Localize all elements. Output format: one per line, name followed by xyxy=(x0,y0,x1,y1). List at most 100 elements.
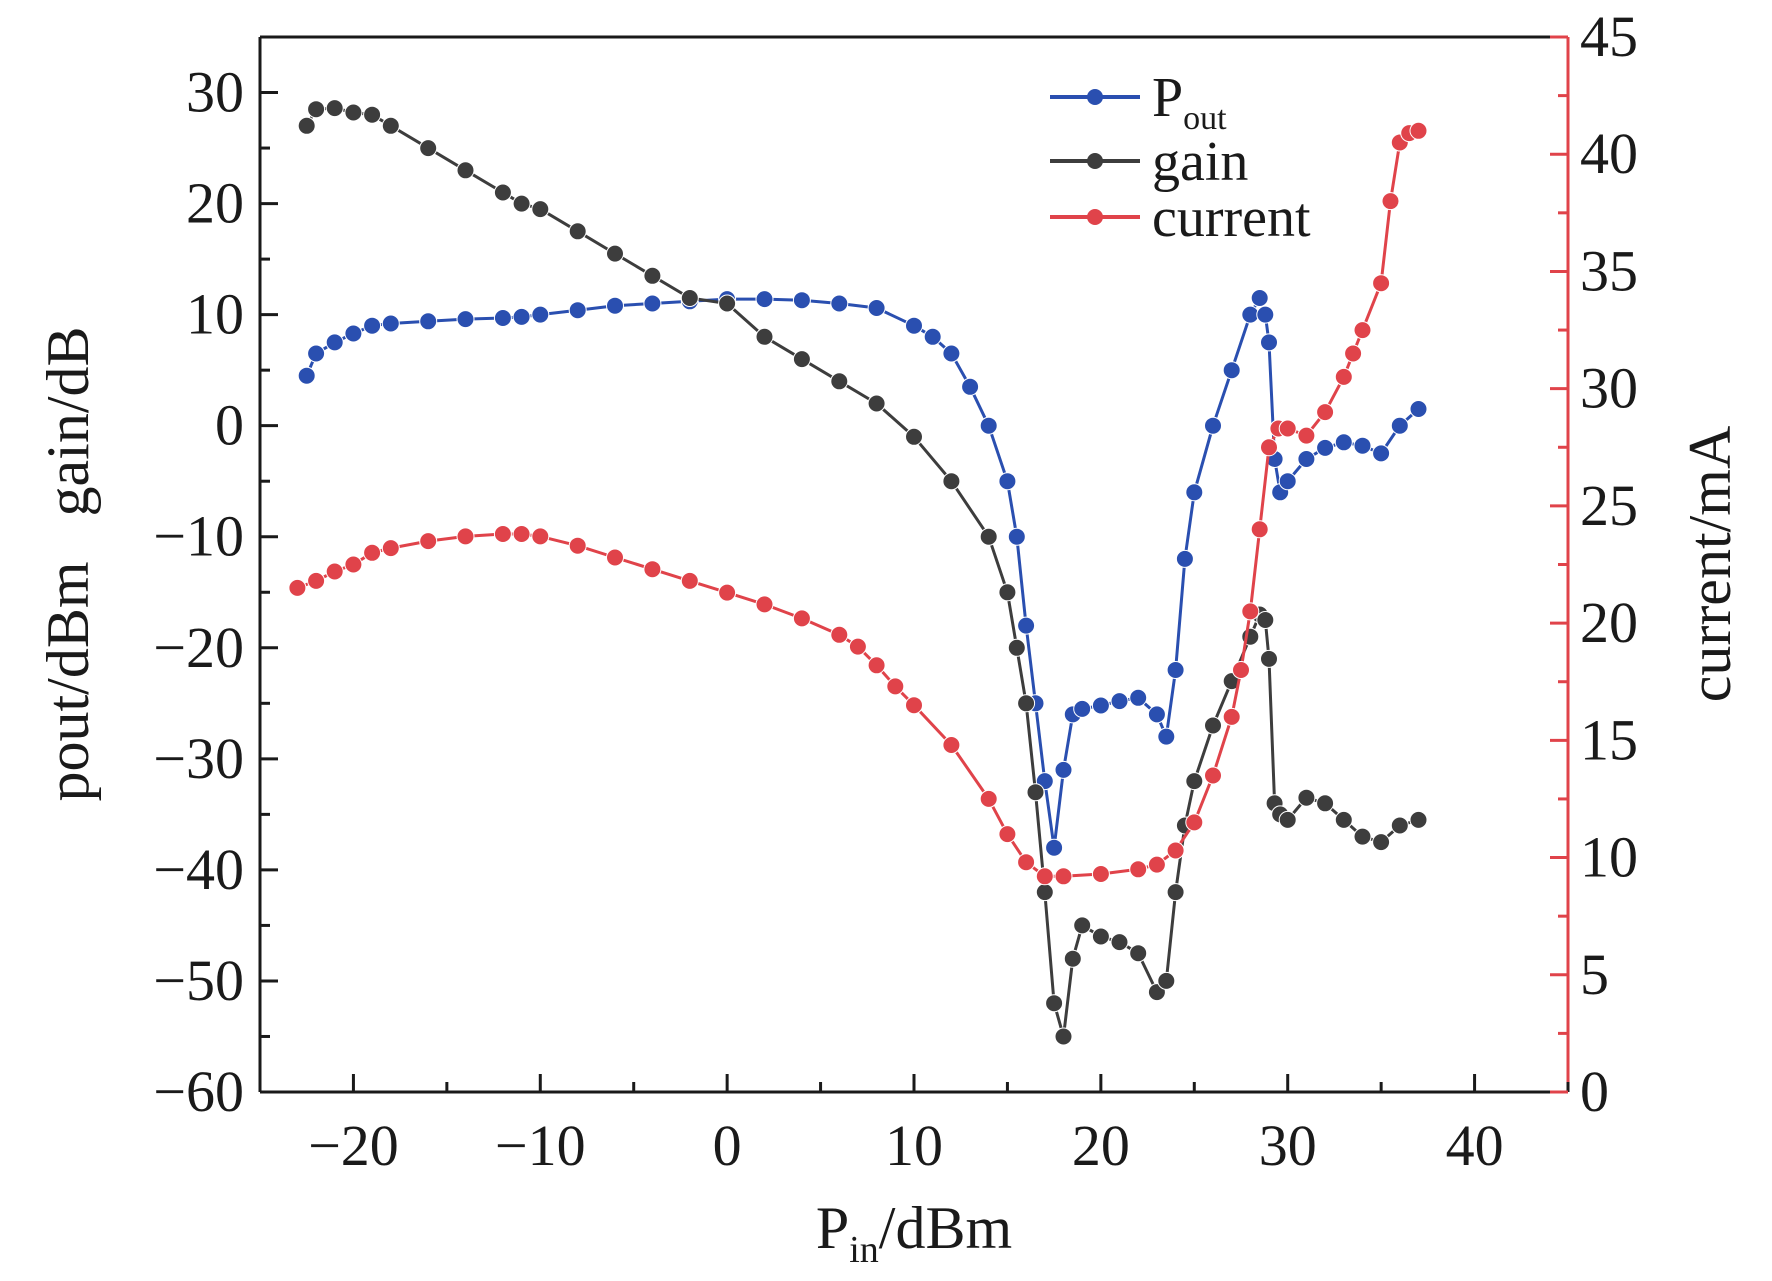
data-point-gain xyxy=(1166,883,1185,902)
data-point-pout xyxy=(1256,305,1275,324)
data-point-pout xyxy=(1091,696,1110,715)
data-point-current xyxy=(1344,344,1363,363)
data-point-current xyxy=(1054,867,1073,886)
y-right-tick-label: 0 xyxy=(1580,1059,1609,1124)
data-point-current xyxy=(792,609,811,628)
x-tick-label: −10 xyxy=(495,1113,586,1178)
data-point-gain xyxy=(1316,794,1335,813)
data-point-gain xyxy=(1026,783,1045,802)
data-point-pout xyxy=(1166,661,1185,679)
data-point-pout xyxy=(923,327,942,346)
data-point-current xyxy=(886,677,905,696)
data-point-pout xyxy=(1353,436,1372,455)
data-point-current xyxy=(1091,865,1110,883)
data-point-pout xyxy=(1175,549,1194,568)
data-point-gain xyxy=(942,472,961,491)
data-point-gain xyxy=(1372,833,1391,852)
data-point-current xyxy=(1129,860,1148,879)
x-label-rest: /dBm xyxy=(879,1195,1012,1261)
data-point-current xyxy=(643,560,662,579)
data-point-pout xyxy=(830,294,849,313)
data-point-pout xyxy=(1390,416,1409,435)
data-point-current xyxy=(1409,121,1428,140)
data-point-pout xyxy=(1316,438,1335,457)
data-point-pout xyxy=(419,312,438,331)
data-point-gain xyxy=(1260,649,1278,668)
y-left-tick-label: 30 xyxy=(186,60,244,125)
data-point-current xyxy=(1250,520,1269,539)
data-point-gain xyxy=(1297,788,1316,807)
data-point-current xyxy=(718,583,737,602)
data-point-current xyxy=(1278,419,1297,438)
x-label-sub: in xyxy=(849,1229,879,1271)
data-point-current xyxy=(942,736,961,754)
data-point-gain xyxy=(979,527,998,546)
x-axis-label: Pin/dBm xyxy=(816,1195,1012,1271)
data-point-gain xyxy=(1035,883,1054,902)
data-point-current xyxy=(568,536,587,555)
data-point-current xyxy=(1297,426,1316,445)
data-point-gain xyxy=(1334,810,1353,829)
data-point-gain xyxy=(1278,810,1297,829)
legend-marker-pout xyxy=(1087,89,1103,105)
x-tick-label: 20 xyxy=(1072,1113,1130,1178)
data-point-pout xyxy=(961,377,980,396)
data-point-current xyxy=(344,555,363,574)
y-left-tick-label: −50 xyxy=(153,948,244,1013)
data-point-pout xyxy=(998,472,1017,491)
data-point-pout xyxy=(867,299,886,317)
x-tick-label: 30 xyxy=(1259,1113,1317,1178)
data-point-current xyxy=(419,532,438,551)
data-point-current xyxy=(680,571,699,590)
data-point-current xyxy=(307,571,326,590)
data-point-pout xyxy=(381,314,400,333)
legend-entry-pout: Pout xyxy=(1050,67,1227,137)
data-point-current xyxy=(512,525,531,543)
data-point-gain xyxy=(1110,933,1129,952)
data-point-pout xyxy=(1250,289,1269,307)
data-point-pout xyxy=(643,294,662,313)
data-point-pout xyxy=(1260,333,1278,352)
data-point-gain xyxy=(325,99,344,118)
data-point-pout xyxy=(1222,361,1241,380)
data-point-gain xyxy=(381,116,400,135)
data-point-gain xyxy=(307,100,326,119)
data-point-current xyxy=(1017,853,1036,872)
data-point-gain xyxy=(1063,949,1082,968)
series-layer xyxy=(288,99,1428,1046)
x-tick-label: −20 xyxy=(308,1113,399,1178)
y-right-tick-label: 15 xyxy=(1580,707,1638,772)
data-point-pout xyxy=(1185,483,1204,502)
data-point-pout xyxy=(297,366,316,385)
legend-marker-current xyxy=(1087,209,1103,225)
y-right-tick-label: 5 xyxy=(1580,942,1609,1007)
data-point-pout xyxy=(1073,699,1092,718)
data-point-pout xyxy=(363,316,382,335)
data-point-current xyxy=(531,527,550,546)
data-point-gain xyxy=(531,200,550,219)
data-point-gain xyxy=(1129,944,1148,963)
data-point-pout xyxy=(1372,444,1391,463)
data-point-pout xyxy=(1157,727,1176,746)
data-point-pout xyxy=(1007,527,1026,546)
x-tick-label: 40 xyxy=(1446,1113,1504,1178)
data-point-gain xyxy=(718,294,737,313)
plot-frame xyxy=(258,35,1570,1094)
y-left-tick-label: 20 xyxy=(186,171,244,236)
data-point-current xyxy=(1222,707,1241,726)
data-point-current xyxy=(979,789,998,808)
series-line-current xyxy=(296,129,1419,878)
y-left-tick-label: −60 xyxy=(153,1059,244,1124)
y-left-tick-label: −30 xyxy=(153,726,244,791)
data-point-pout xyxy=(1241,305,1260,324)
data-point-gain xyxy=(905,427,923,446)
data-point-current xyxy=(1035,867,1054,886)
legend-entry-gain: gain xyxy=(1050,131,1248,193)
data-point-current xyxy=(1147,855,1166,874)
data-point-pout xyxy=(1334,433,1353,452)
data-point-gain xyxy=(456,161,475,180)
y-right-tick-label: 25 xyxy=(1580,473,1638,538)
data-point-gain xyxy=(1390,816,1409,835)
data-point-current xyxy=(1334,367,1353,386)
y-left-axis-ticks: 30 20 10 0 −10 −20 −30 −40 −50 −60 xyxy=(153,35,278,1124)
